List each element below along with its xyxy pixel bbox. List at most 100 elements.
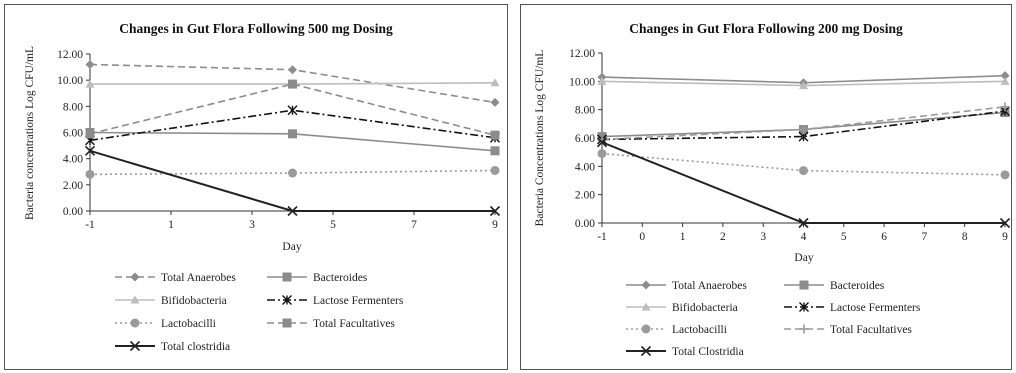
series-1	[85, 59, 500, 107]
data-point	[1000, 102, 1010, 112]
x-tick-label: 2	[720, 231, 726, 243]
x-tick-label: 7	[411, 219, 417, 231]
data-point	[799, 125, 808, 134]
legend-item: Bacteroides	[267, 272, 368, 284]
series-7	[84, 145, 501, 217]
data-point	[1000, 170, 1010, 180]
legend-marker	[799, 324, 809, 334]
data-point	[596, 137, 608, 148]
x-tick-label: 0	[639, 231, 645, 243]
data-point	[288, 79, 297, 89]
series-line	[601, 110, 1006, 141]
chart-500mg-svg: Changes in Gut Flora Following 500 mg Do…	[24, 21, 501, 353]
legend-label: Lactose Fermenters	[830, 302, 921, 314]
series-3	[597, 76, 1010, 90]
legend-label: Total Anaerobes	[672, 280, 747, 292]
legend-label: Bacteroides	[830, 280, 885, 292]
data-point	[799, 81, 808, 90]
legend-item: Lactose Fermenters	[784, 302, 921, 314]
legend-marker	[799, 302, 809, 312]
legend-marker	[130, 272, 140, 282]
legend-marker	[130, 295, 140, 304]
legend-label: Total Anaerobes	[161, 272, 236, 284]
legend-marker	[641, 324, 651, 334]
x-tick-label: 3	[249, 219, 255, 231]
series-2	[85, 128, 500, 156]
series-7	[596, 137, 1011, 229]
y-axis-label: Bacteria concentrations Log CFU/mL	[24, 46, 36, 220]
data-point	[85, 129, 95, 139]
legend-label: Total clostridia	[161, 341, 230, 353]
y-tick-label: 2.00	[63, 180, 83, 192]
legend-marker	[282, 295, 292, 305]
x-tick-label: 1	[680, 231, 686, 243]
series-5	[597, 149, 1010, 180]
legend-item: Total Anaerobes	[115, 272, 236, 284]
legend-marker	[282, 318, 292, 328]
legend-label: Total Facultatives	[830, 324, 912, 336]
y-tick-label: 4.00	[575, 161, 595, 173]
data-point	[1000, 71, 1010, 81]
legend-marker	[282, 272, 292, 282]
data-point	[490, 165, 500, 175]
x-tick-label: 8	[962, 231, 968, 243]
x-tick-label: 9	[492, 219, 498, 231]
legend-marker	[641, 280, 651, 290]
data-point	[799, 166, 808, 176]
legend-item: Bifidobacteria	[115, 295, 227, 307]
legend-item: Total Facultatives	[267, 318, 395, 330]
series-5	[85, 165, 500, 179]
y-tick-label: 8.00	[63, 101, 83, 113]
data-point	[490, 97, 500, 107]
legend-marker	[130, 318, 140, 328]
data-point	[85, 169, 95, 179]
data-point	[85, 79, 95, 88]
data-point	[288, 65, 297, 75]
x-tick-label: 6	[881, 231, 887, 243]
data-point	[287, 205, 298, 217]
data-point	[597, 149, 607, 159]
x-axis-label: Day	[282, 241, 301, 253]
data-point	[84, 145, 96, 156]
chart-200mg-svg: Changes in Gut Flora Following 200 mg Do…	[534, 21, 1011, 358]
data-point	[490, 146, 500, 156]
chart-title: Changes in Gut Flora Following 200 mg Do…	[629, 21, 903, 36]
y-tick-label: 8.00	[575, 105, 595, 117]
y-tick-label: 2.00	[575, 190, 595, 202]
chart-panel-200mg: Changes in Gut Flora Following 200 mg Do…	[520, 4, 1012, 370]
x-tick-label: -1	[85, 219, 95, 231]
series-line	[89, 149, 495, 212]
data-point	[288, 129, 297, 139]
chart-panel-500mg: Changes in Gut Flora Following 500 mg Do…	[4, 4, 508, 370]
series-line	[89, 83, 496, 136]
data-point	[999, 217, 1011, 229]
legend-marker	[640, 345, 652, 357]
data-point	[490, 78, 500, 87]
x-tick-label: 4	[801, 231, 807, 243]
y-tick-label: 12.00	[57, 49, 83, 61]
legend-item: Lactobacilli	[115, 318, 216, 330]
x-tick-label: 1	[168, 219, 174, 231]
y-tick-label: 4.00	[63, 154, 83, 166]
legend-label: Total Clostridia	[672, 346, 744, 358]
legend-item: Bacteroides	[784, 280, 885, 292]
data-point	[597, 76, 607, 85]
legend-label: Bifidobacteria	[161, 295, 227, 307]
series-line	[601, 152, 1006, 176]
series-6	[85, 79, 500, 140]
legend-label: Total Facultatives	[313, 318, 395, 330]
legend-item: Lactose Fermenters	[267, 295, 404, 307]
x-axis-label: Day	[794, 252, 813, 264]
y-tick-label: 10.00	[57, 75, 83, 87]
data-point	[489, 205, 501, 217]
x-tick-label: 7	[922, 231, 928, 243]
legend-marker	[799, 280, 809, 290]
legend-marker	[129, 340, 141, 352]
x-tick-label: 5	[330, 219, 336, 231]
y-tick-label: 6.00	[63, 128, 83, 140]
y-axis-label: Bacteria Concentrations Log CFU/mL	[534, 50, 546, 227]
x-tick-label: -1	[597, 231, 607, 243]
legend-item: Lactobacilli	[626, 324, 727, 336]
x-tick-label: 3	[760, 231, 766, 243]
legend-label: Lactobacilli	[672, 324, 727, 336]
